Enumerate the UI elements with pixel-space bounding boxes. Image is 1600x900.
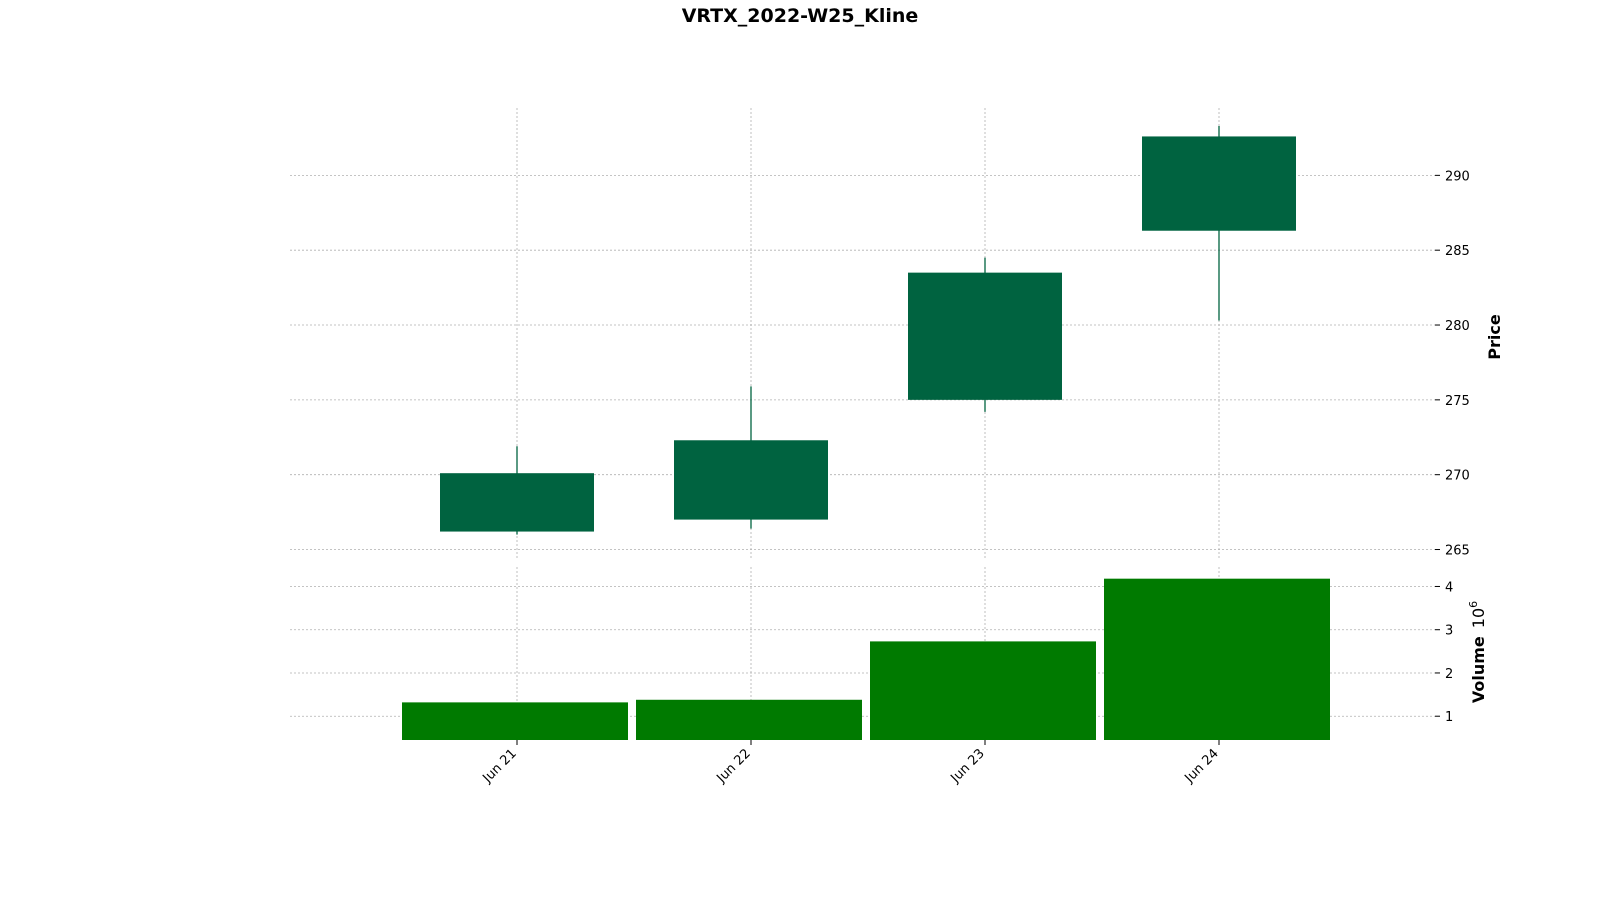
price-tick-label: 265 <box>1445 544 1470 559</box>
candle-body-3 <box>1142 136 1296 231</box>
volume-bar-3 <box>1104 578 1330 740</box>
candle-body-2 <box>908 272 1062 400</box>
x-tick-label-0: Jun 21 <box>480 746 520 786</box>
x-tick-label-3: Jun 24 <box>1182 746 1222 786</box>
candle-body-0 <box>440 473 594 532</box>
volume-axis-label: Volume <box>1469 636 1488 703</box>
volume-axis-title: Volume 106 <box>1467 601 1488 703</box>
volume-tick-label: 3 <box>1445 624 1453 639</box>
volume-panel <box>402 578 1330 740</box>
volume-exponent: 6 <box>1467 601 1480 608</box>
price-panel <box>440 125 1296 535</box>
price-tick-label: 280 <box>1445 319 1470 334</box>
volume-bar-2 <box>870 641 1096 740</box>
volume-multiplier: 10 <box>1469 608 1488 628</box>
x-tick-label-2: Jun 23 <box>948 746 988 786</box>
price-tick-label: 275 <box>1445 394 1470 409</box>
volume-bar-0 <box>402 702 628 740</box>
volume-tick-label: 4 <box>1445 580 1453 595</box>
volume-tick-label: 1 <box>1445 710 1453 725</box>
volume-tick-label: 2 <box>1445 667 1453 682</box>
price-tick-label: 270 <box>1445 469 1470 484</box>
price-tick-label: 290 <box>1445 169 1470 184</box>
volume-bar-1 <box>636 699 862 740</box>
price-tick-label: 285 <box>1445 244 1470 259</box>
price-axis-title: Price <box>1485 314 1504 360</box>
candle-body-1 <box>674 440 828 520</box>
x-tick-label-1: Jun 22 <box>714 746 754 786</box>
chart-title: VRTX_2022-W25_Kline <box>682 5 919 27</box>
